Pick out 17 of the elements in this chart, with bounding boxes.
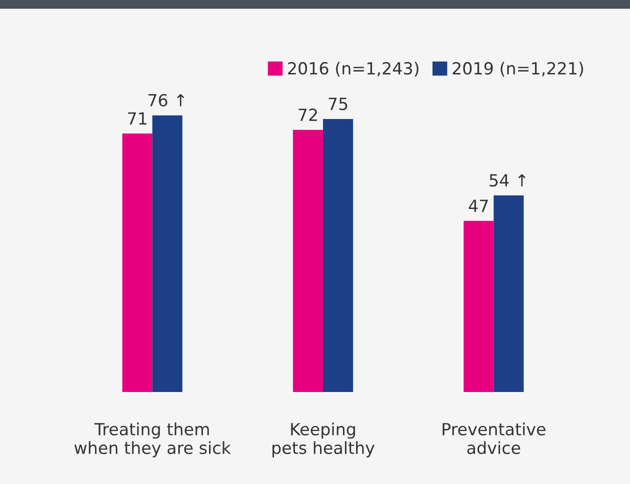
data-label: 54 ↑ <box>490 174 526 187</box>
legend-label: 2016 (n=1,243) <box>288 62 418 77</box>
bar <box>152 115 182 392</box>
bar <box>292 130 323 392</box>
bar <box>323 118 354 392</box>
legend-label: 2019 (n=1,221) <box>452 62 584 77</box>
bar <box>494 195 524 392</box>
data-label: 76 ↑ <box>148 94 184 107</box>
data-label: 71 <box>128 112 146 125</box>
data-label: 75 <box>328 98 348 110</box>
x-tick-label: Treating them when they are sick <box>74 422 231 458</box>
x-tick-label: Keeping pets healthy <box>272 422 374 458</box>
bar <box>464 220 494 392</box>
bar <box>122 134 152 392</box>
data-label: 72 <box>298 108 317 121</box>
data-label: 47 <box>468 200 488 212</box>
x-tick-label: Preventative advice <box>442 422 546 454</box>
